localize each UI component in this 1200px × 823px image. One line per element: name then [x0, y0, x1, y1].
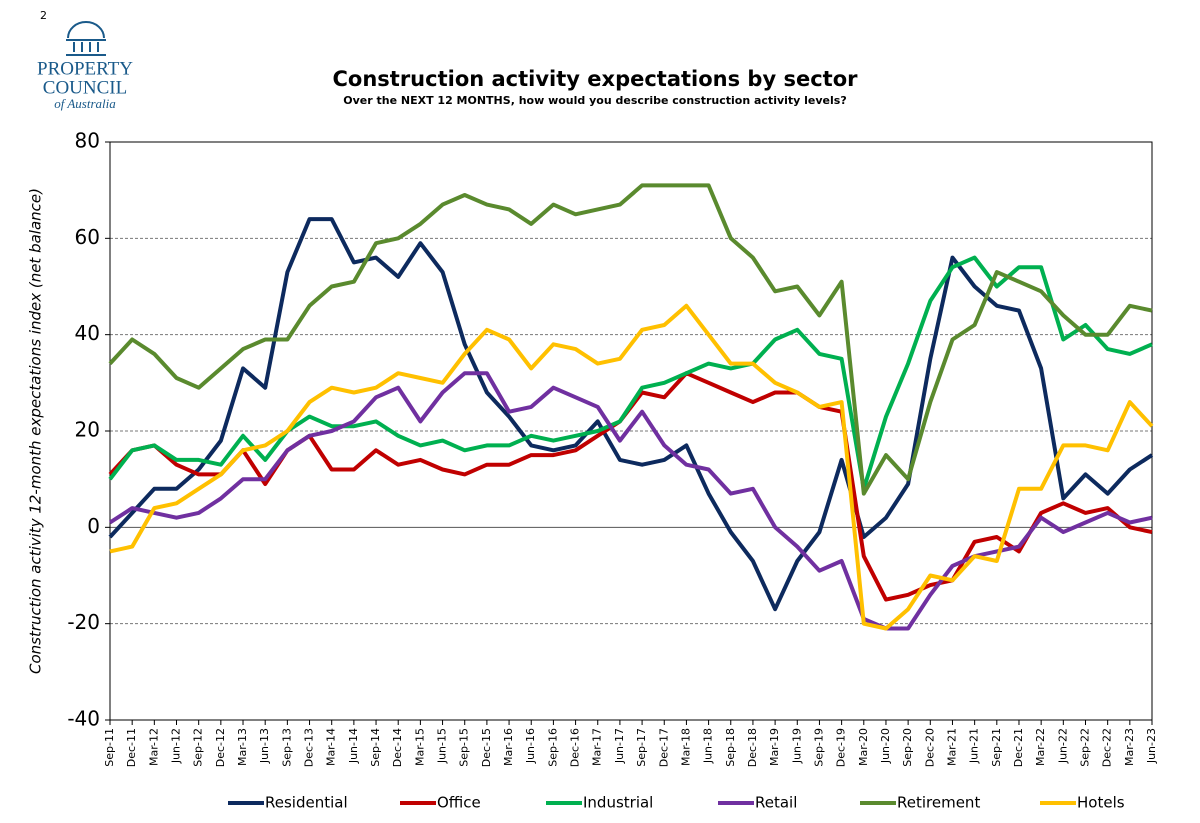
page-number: 2 — [40, 9, 47, 22]
x-tick-label: Dec-15 — [480, 728, 493, 767]
x-tick-label: Dec-20 — [923, 728, 936, 767]
x-tick-label: Jun-16 — [524, 728, 537, 764]
x-tick-label: Mar-20 — [857, 728, 870, 766]
x-tick-label: Dec-22 — [1101, 728, 1114, 767]
x-tick-label: Jun-22 — [1056, 728, 1069, 764]
x-tick-label: Dec-19 — [835, 728, 848, 767]
x-tick-label: Jun-13 — [258, 728, 271, 764]
x-tick-label: Sep-20 — [901, 728, 914, 767]
logo — [66, 21, 106, 56]
x-tick-label: Jun-12 — [170, 728, 183, 764]
x-tick-label: Jun-21 — [968, 728, 981, 764]
x-tick-label: Sep-21 — [990, 728, 1003, 767]
legend-label: Retail — [755, 794, 797, 812]
x-tick-label: Jun-19 — [790, 728, 803, 764]
x-tick-label: Mar-18 — [679, 728, 692, 766]
y-tick-label: -20 — [67, 610, 100, 634]
x-tick-label: Sep-15 — [458, 728, 471, 767]
legend-label: Industrial — [583, 794, 653, 812]
y-tick-label: 80 — [75, 129, 100, 153]
series-line — [108, 371, 1153, 631]
x-tick-label: Mar-14 — [325, 728, 338, 766]
x-tick-label: Sep-22 — [1078, 728, 1091, 767]
x-tick-label: Dec-11 — [125, 728, 138, 767]
x-tick-label: Mar-23 — [1123, 728, 1136, 766]
series-line — [108, 255, 1153, 491]
y-tick-label: 0 — [87, 514, 100, 538]
x-tick-label: Mar-17 — [591, 728, 604, 766]
logo-text: PROPERTY — [37, 58, 133, 79]
plot-border — [109, 141, 1153, 721]
series-line — [109, 303, 1154, 631]
series-line — [108, 183, 1153, 496]
legend-label: Residential — [265, 794, 348, 812]
x-tick-label: Jun-15 — [436, 728, 449, 764]
x-tick-label: Mar-22 — [1034, 728, 1047, 766]
legend-label: Office — [437, 794, 481, 812]
x-tick-label: Jun-14 — [347, 728, 360, 764]
logo-text: COUNCIL — [43, 77, 127, 98]
y-tick-label: 20 — [75, 418, 100, 442]
x-tick-label: Dec-13 — [303, 728, 316, 767]
x-tick-label: Sep-17 — [635, 728, 648, 767]
y-tick-label: 40 — [75, 321, 100, 345]
x-tick-label: Dec-14 — [391, 728, 404, 767]
y-tick-label: 60 — [75, 225, 100, 249]
x-tick-label: Dec-12 — [214, 728, 227, 767]
x-tick-label: Sep-13 — [280, 728, 293, 767]
chart-title: Construction activity expectations by se… — [333, 67, 859, 91]
x-tick-label: Mar-16 — [502, 728, 515, 766]
y-axis-label: Construction activity 12-month expectati… — [27, 188, 45, 674]
legend-label: Retirement — [897, 794, 980, 812]
x-tick-label: Mar-19 — [768, 728, 781, 766]
logo-text: of Australia — [54, 96, 116, 111]
x-tick-label: Sep-19 — [812, 728, 825, 767]
legend-label: Hotels — [1077, 794, 1125, 812]
x-tick-label: Jun-23 — [1145, 728, 1158, 764]
x-tick-label: Mar-15 — [413, 728, 426, 766]
x-tick-label: Mar-12 — [147, 728, 160, 766]
x-tick-label: Mar-13 — [236, 728, 249, 766]
y-tick-label: -40 — [67, 707, 100, 731]
x-tick-label: Jun-18 — [702, 728, 715, 764]
x-tick-label: Dec-18 — [746, 728, 759, 767]
x-tick-label: Sep-11 — [103, 728, 116, 767]
x-tick-label: Dec-17 — [657, 728, 670, 767]
x-tick-label: Sep-14 — [369, 728, 382, 767]
chart-subtitle: Over the NEXT 12 MONTHS, how would you d… — [343, 94, 846, 107]
x-tick-label: Mar-21 — [945, 728, 958, 766]
x-tick-label: Sep-16 — [546, 728, 559, 767]
x-tick-label: Jun-17 — [613, 728, 626, 764]
x-tick-label: Sep-12 — [192, 728, 205, 767]
series-line — [108, 217, 1154, 612]
x-tick-label: Jun-20 — [879, 728, 892, 764]
x-tick-label: Sep-18 — [724, 728, 737, 767]
x-tick-label: Dec-16 — [569, 728, 582, 767]
x-tick-label: Dec-21 — [1012, 728, 1025, 767]
